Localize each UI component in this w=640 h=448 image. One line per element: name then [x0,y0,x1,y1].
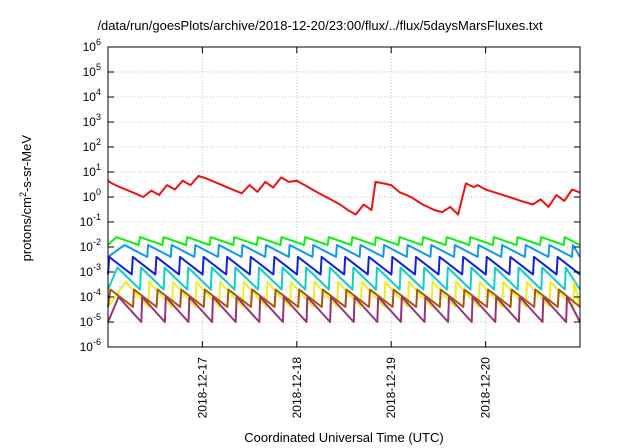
x-tick-label: 2018-12-17 [195,357,209,419]
y-tick-label: 10-6 [80,337,101,354]
x-axis-label: Coordinated Universal Time (UTC) [244,430,444,445]
x-tick-label: 2018-12-20 [479,357,493,419]
y-tick-label: 102 [83,137,101,154]
y-tick-label: 10-2 [80,237,101,254]
y-tick-label: 10-5 [80,312,101,329]
series-line [107,288,581,308]
y-tick-label: 103 [83,112,101,129]
series-line [107,244,581,258]
y-tick-label: 104 [83,87,101,104]
y-tick-label: 10-3 [80,262,101,279]
chart-title: /data/run/goesPlots/archive/2018-12-20/2… [97,18,543,33]
series-line [107,296,581,323]
y-tick-label: 105 [83,62,101,79]
series-line [107,255,581,276]
series-line [107,266,581,291]
series-group [107,174,581,323]
y-tick-label: 10-4 [80,287,101,304]
x-tick-label: 2018-12-19 [384,357,398,419]
axis-ticks: 10-6 10-5 10-4 10-3 10-2 10-1 100 101 102 103 104 1… [80,37,580,418]
y-tick-label: 10-1 [80,212,101,229]
series-line [107,236,581,246]
series-line [107,174,581,216]
x-tick-label: 2018-12-18 [290,357,304,419]
series-line [107,280,581,308]
y-tick-label: 106 [83,37,101,54]
y-tick-label: 100 [83,187,101,204]
y-tick-label: 101 [83,162,101,179]
grid-lines [108,47,580,347]
